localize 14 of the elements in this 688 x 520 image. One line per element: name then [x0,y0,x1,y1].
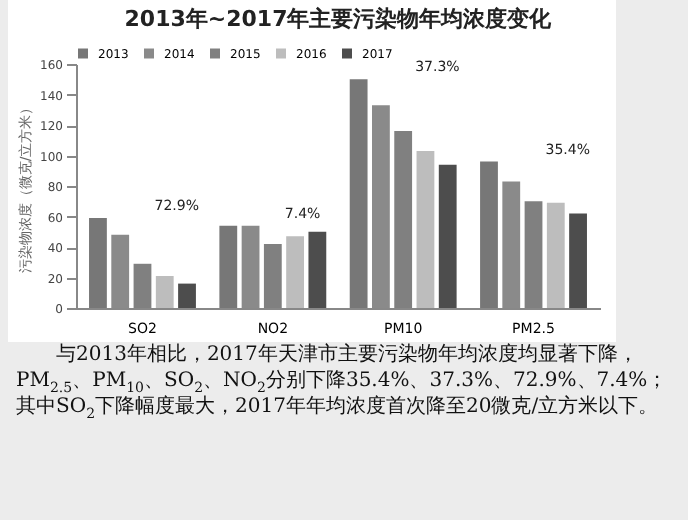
bar [546,202,565,308]
bar [438,164,457,308]
bar [219,225,238,308]
bar [155,275,174,308]
bar [480,161,498,308]
bar [569,213,587,308]
bar [178,283,196,308]
chart-title: 2013年~2017年主要污染物年均浓度变化 [124,6,554,32]
bar [286,236,304,308]
bar [349,79,368,308]
bar [308,231,327,308]
bar [89,218,107,308]
bar [416,150,435,308]
text: 与2013年相比，2017年天津市主要污染物年均浓度均显著下降，PM$_{2.5}$、PM$_{10}$、SO$_{2}$、NO$_{2}$分别下降35.4%、37.3%、72.9%、7.4%；其中SO$_{2}$下降幅度最大，2017年年均浓度首次降至20微克/立方米以下。 [16,344,668,422]
